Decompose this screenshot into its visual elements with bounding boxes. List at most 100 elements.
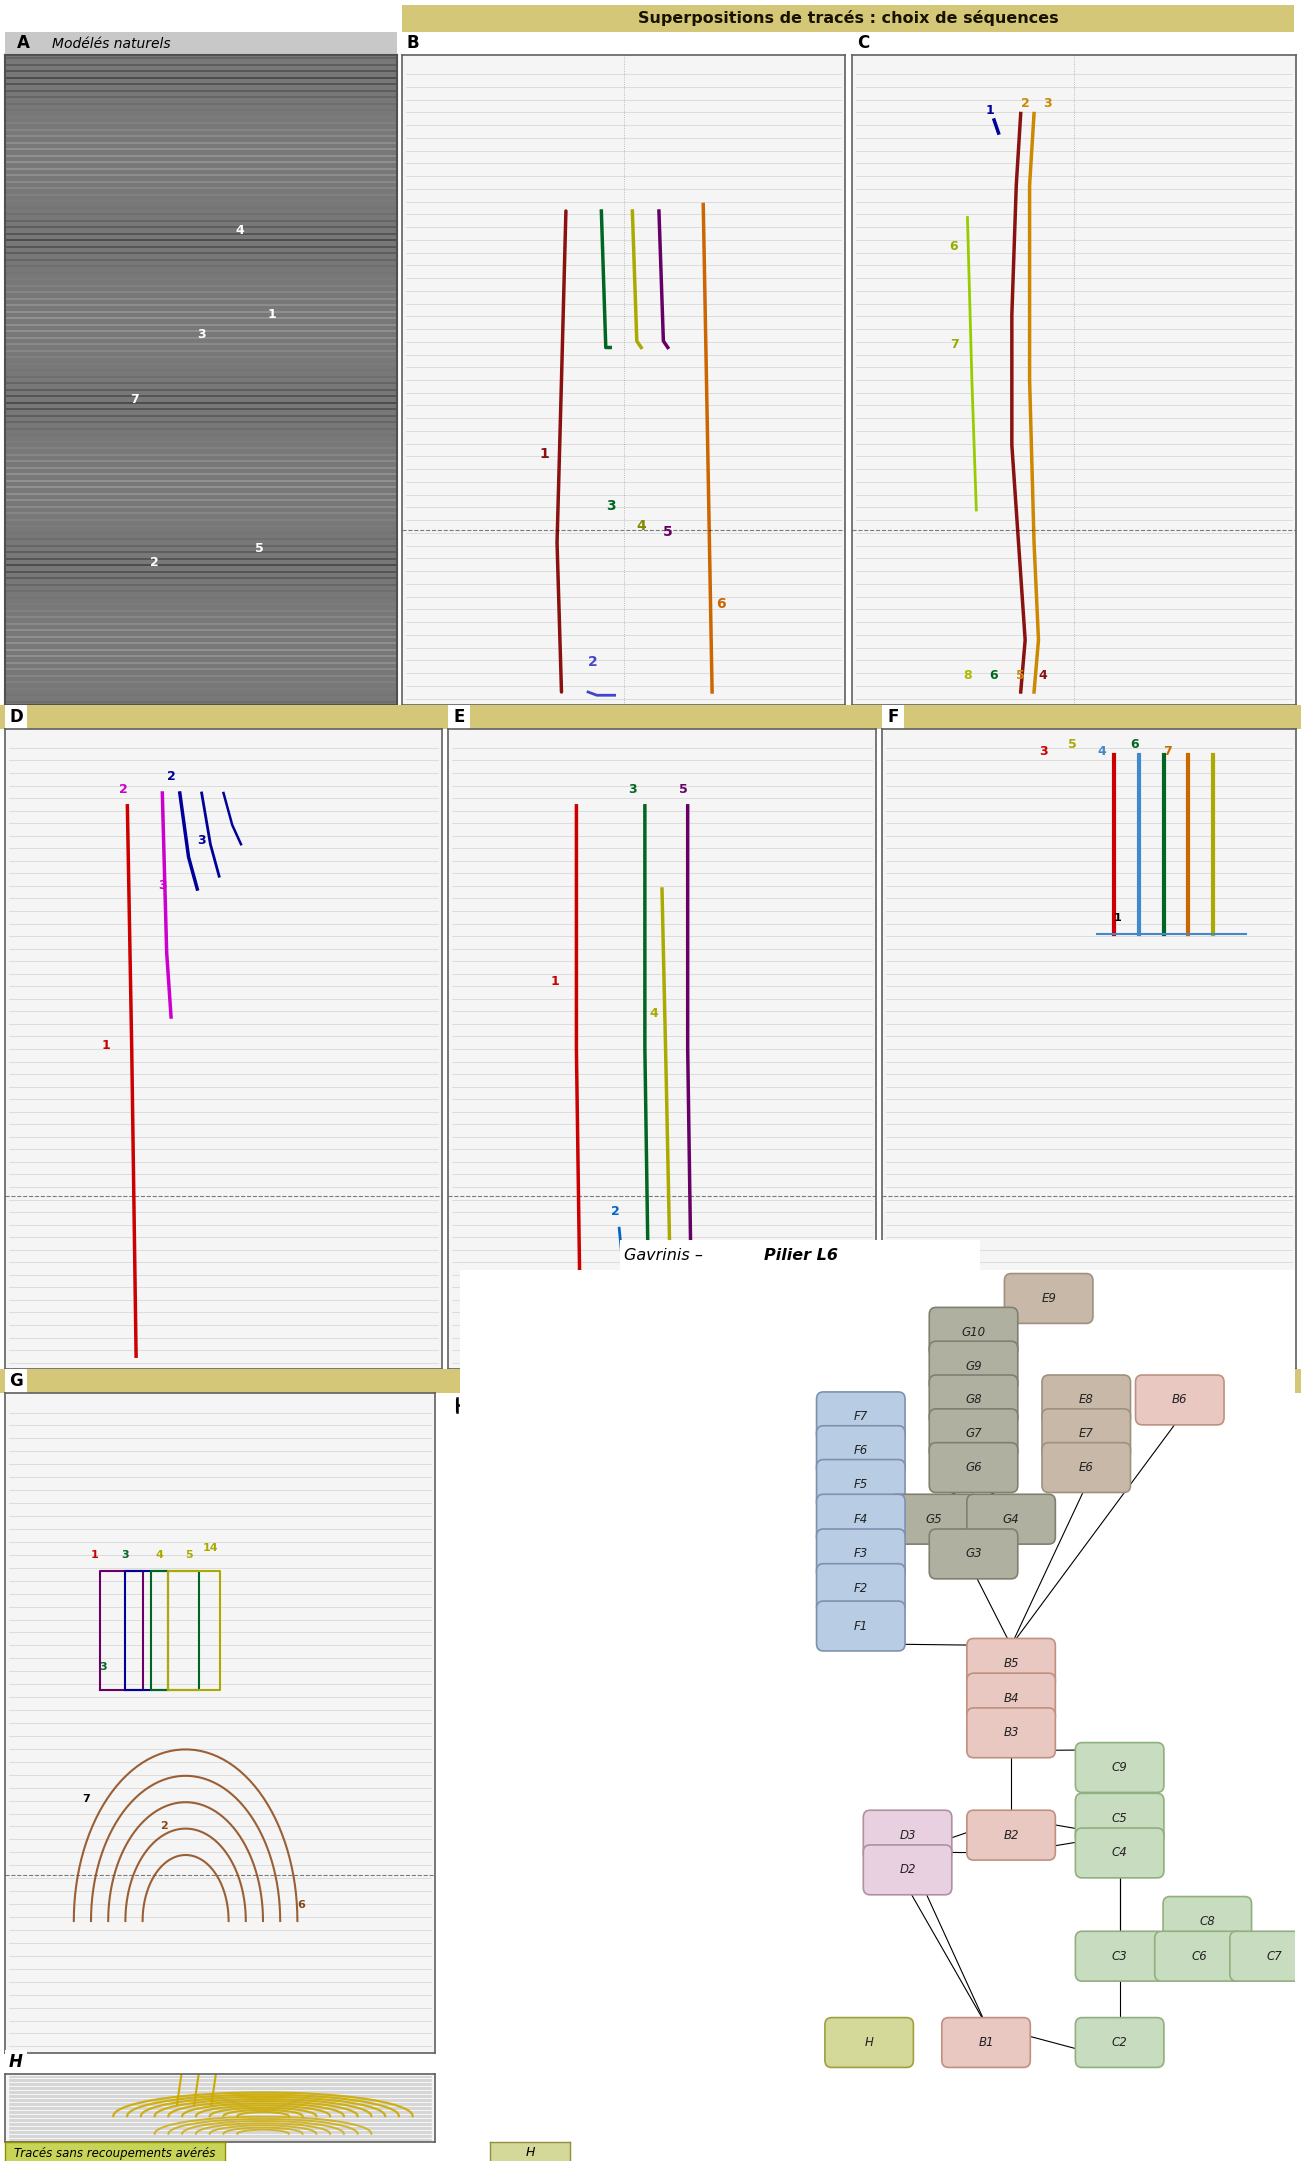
Text: 8: 8 [963,670,972,683]
Text: 8: 8 [653,1269,662,1281]
Text: B6: B6 [1172,1394,1188,1407]
Text: 3: 3 [198,834,206,847]
FancyBboxPatch shape [1042,1444,1131,1493]
Text: G: G [9,1372,23,1390]
FancyBboxPatch shape [1042,1374,1131,1424]
Text: 4: 4 [1038,670,1047,683]
FancyBboxPatch shape [967,1493,1055,1545]
FancyBboxPatch shape [1042,1409,1131,1459]
Text: 4: 4 [636,519,647,532]
FancyBboxPatch shape [1076,1794,1164,1843]
Text: 9: 9 [675,1320,683,1333]
Text: C5: C5 [1112,1811,1128,1824]
Text: Tracés sans recoupements avérés: Tracés sans recoupements avérés [14,2146,216,2159]
FancyBboxPatch shape [1076,2018,1164,2068]
Text: F7: F7 [853,1411,868,1424]
Text: 1: 1 [1114,912,1121,923]
FancyBboxPatch shape [1076,1742,1164,1791]
Text: C9: C9 [1112,1761,1128,1774]
Text: 3: 3 [157,880,167,892]
FancyBboxPatch shape [817,1493,905,1545]
Text: 7: 7 [1163,746,1172,759]
Text: 5: 5 [1068,739,1077,752]
Text: 4: 4 [156,1549,164,1560]
Text: 7: 7 [130,393,139,406]
FancyBboxPatch shape [817,1601,905,1651]
Text: 3: 3 [628,782,636,795]
Text: B3: B3 [1003,1727,1019,1740]
Text: D2: D2 [899,1863,916,1876]
FancyBboxPatch shape [1076,1932,1164,1982]
FancyBboxPatch shape [967,1638,1055,1688]
Text: 6: 6 [950,240,959,253]
FancyBboxPatch shape [1004,1273,1093,1323]
Text: 6: 6 [717,596,726,612]
Text: 4: 4 [649,1007,658,1020]
Text: G6: G6 [965,1461,982,1474]
FancyBboxPatch shape [817,1530,905,1580]
Text: 1: 1 [91,1549,99,1560]
Text: C6: C6 [1192,1949,1207,1962]
Text: H: H [526,2146,535,2159]
Text: 0                                    1 m: 0 1 m [575,1413,751,1426]
Text: 1: 1 [101,1039,109,1052]
FancyBboxPatch shape [817,1565,905,1614]
Text: 1: 1 [267,309,276,322]
Text: E6: E6 [1079,1461,1094,1474]
Text: 3: 3 [121,1549,129,1560]
Text: B1: B1 [978,2036,994,2049]
Text: 5: 5 [664,525,673,538]
Text: C4: C4 [1112,1845,1128,1858]
FancyBboxPatch shape [1229,1932,1301,1982]
Text: B: B [407,35,419,52]
FancyBboxPatch shape [817,1392,905,1441]
Text: 6: 6 [1131,739,1138,752]
Text: 2: 2 [167,769,176,782]
FancyBboxPatch shape [929,1444,1017,1493]
Text: Gavrinis –: Gavrinis – [623,1249,708,1264]
Text: C2: C2 [1112,2036,1128,2049]
Text: E8: E8 [1079,1394,1094,1407]
FancyBboxPatch shape [1155,1932,1244,1982]
Text: H: H [9,2053,23,2070]
Text: 1: 1 [985,104,994,117]
Text: B2: B2 [1003,1828,1019,1841]
FancyBboxPatch shape [967,1811,1055,1861]
Text: G7: G7 [965,1426,982,1439]
FancyBboxPatch shape [929,1530,1017,1580]
Text: Pilier L6: Pilier L6 [764,1249,838,1264]
Text: 5: 5 [679,782,688,795]
Text: E9: E9 [1041,1292,1056,1305]
Text: 1: 1 [540,447,549,460]
FancyBboxPatch shape [1076,1828,1164,1878]
Text: 2: 2 [1021,97,1029,110]
Text: G10: G10 [961,1327,986,1340]
Text: E7: E7 [1079,1426,1094,1439]
Text: 5: 5 [255,542,264,555]
Text: C3: C3 [1112,1949,1128,1962]
Text: E: E [453,709,464,726]
Text: 5: 5 [186,1549,194,1560]
FancyBboxPatch shape [942,2018,1030,2068]
FancyBboxPatch shape [817,1459,905,1508]
FancyBboxPatch shape [890,1493,978,1545]
FancyBboxPatch shape [1136,1374,1224,1424]
Text: C: C [857,35,869,52]
FancyBboxPatch shape [929,1307,1017,1357]
Text: G5: G5 [926,1513,943,1526]
FancyBboxPatch shape [825,2018,913,2068]
Text: 6: 6 [990,670,998,683]
Text: 1: 1 [550,975,559,988]
Text: G3: G3 [965,1547,982,1560]
Text: 2: 2 [588,655,598,670]
Text: Modélés naturels: Modélés naturels [52,37,170,50]
FancyBboxPatch shape [929,1342,1017,1392]
Text: 3: 3 [606,499,615,512]
Text: 2: 2 [150,555,159,568]
Text: G4: G4 [1003,1513,1020,1526]
Text: F6: F6 [853,1444,868,1457]
Text: B5: B5 [1003,1657,1019,1670]
FancyBboxPatch shape [929,1374,1017,1424]
Text: F2: F2 [853,1582,868,1595]
Text: F3: F3 [853,1547,868,1560]
